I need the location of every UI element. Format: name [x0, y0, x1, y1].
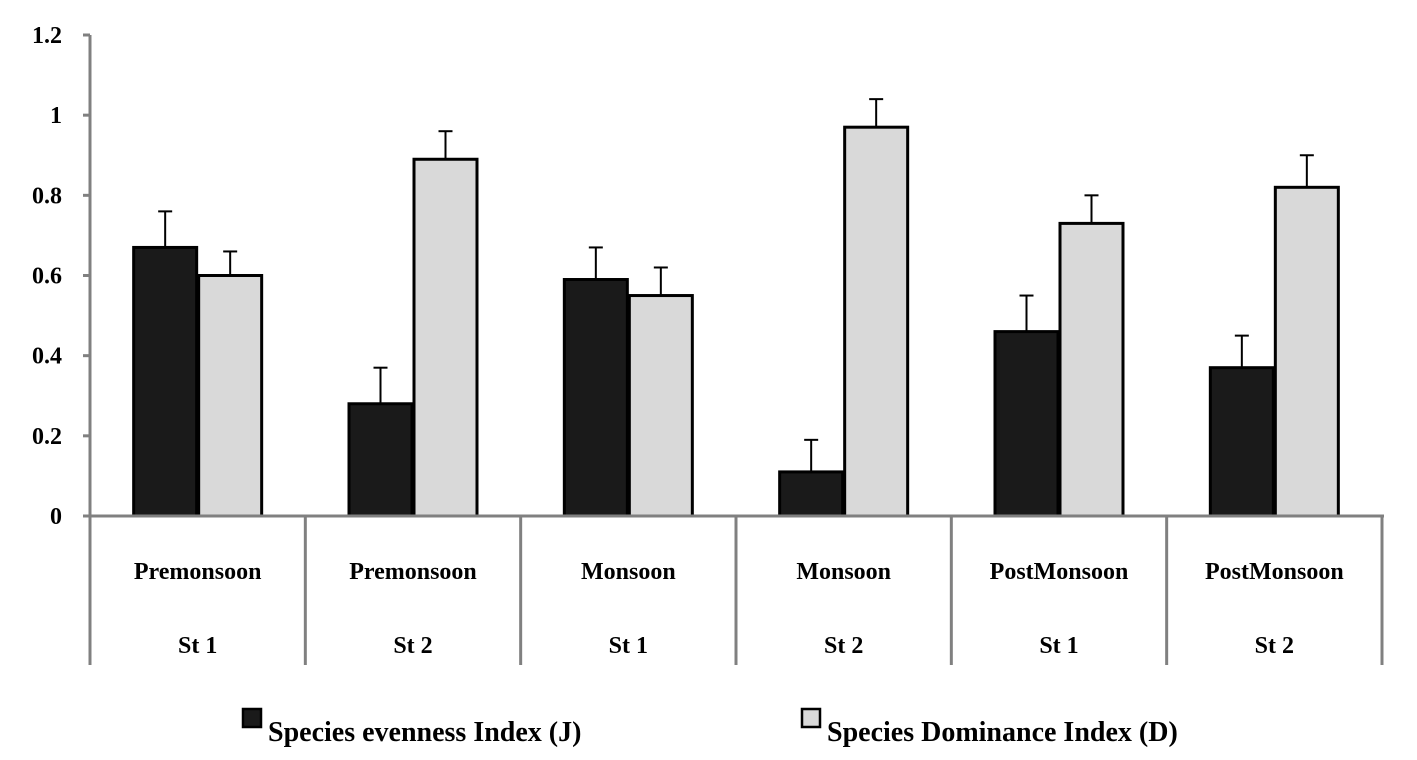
bar-evenness	[132, 245, 199, 518]
bar-evenness	[562, 278, 629, 518]
legend-swatch-dominance	[800, 707, 822, 729]
bar-dominance	[1058, 221, 1125, 518]
y-tick-label: 0.4	[32, 344, 62, 370]
x-category-station-label: St 2	[393, 633, 432, 659]
bar-evenness	[347, 402, 414, 518]
x-category-season-label: Premonsoon	[134, 559, 262, 585]
x-category-station-label: St 1	[178, 633, 217, 659]
bar-dominance	[627, 294, 694, 518]
x-category-station-label: St 1	[609, 633, 648, 659]
x-axis: Premonsoon St 1 Premonsoon St 2 Monsoon St 1 M…	[88, 514, 1384, 665]
x-category-station-label: St 2	[824, 633, 863, 659]
bar-evenness	[1208, 366, 1275, 518]
x-category-season-label: Monsoon	[581, 559, 676, 585]
error-bars	[158, 98, 1314, 472]
x-category-season-label: Premonsoon	[349, 559, 477, 585]
legend-label-dominance: Species Dominance Index (D)	[827, 717, 1178, 748]
x-category-season-label: Monsoon	[796, 559, 891, 585]
y-tick-label: 1	[50, 103, 62, 129]
bar-dominance	[1273, 185, 1340, 518]
y-tick-label: 0.8	[32, 183, 62, 209]
bar-dominance	[412, 157, 479, 518]
y-tick-label: 0.2	[32, 424, 62, 450]
legend: Species evenness Index (J) Species Domin…	[241, 707, 1178, 748]
y-tick-label: 0	[50, 504, 62, 530]
bars	[132, 125, 1340, 518]
x-category-season-label: PostMonsoon	[990, 559, 1129, 585]
bar-dominance	[843, 125, 910, 518]
y-tick-label: 0.6	[32, 264, 62, 290]
bar-evenness	[778, 470, 845, 518]
bar-dominance	[197, 274, 264, 518]
x-category-station-label: St 2	[1255, 633, 1294, 659]
x-category-station-label: St 1	[1039, 633, 1078, 659]
x-category-season-label: PostMonsoon	[1205, 559, 1344, 585]
y-axis: 0 0.2 0.4 0.6 0.8 1 1.2	[32, 23, 92, 530]
y-tick-label: 1.2	[32, 23, 62, 49]
legend-label-evenness: Species evenness Index (J)	[268, 717, 581, 748]
legend-swatch-evenness	[241, 707, 263, 729]
bar-evenness	[993, 330, 1060, 518]
